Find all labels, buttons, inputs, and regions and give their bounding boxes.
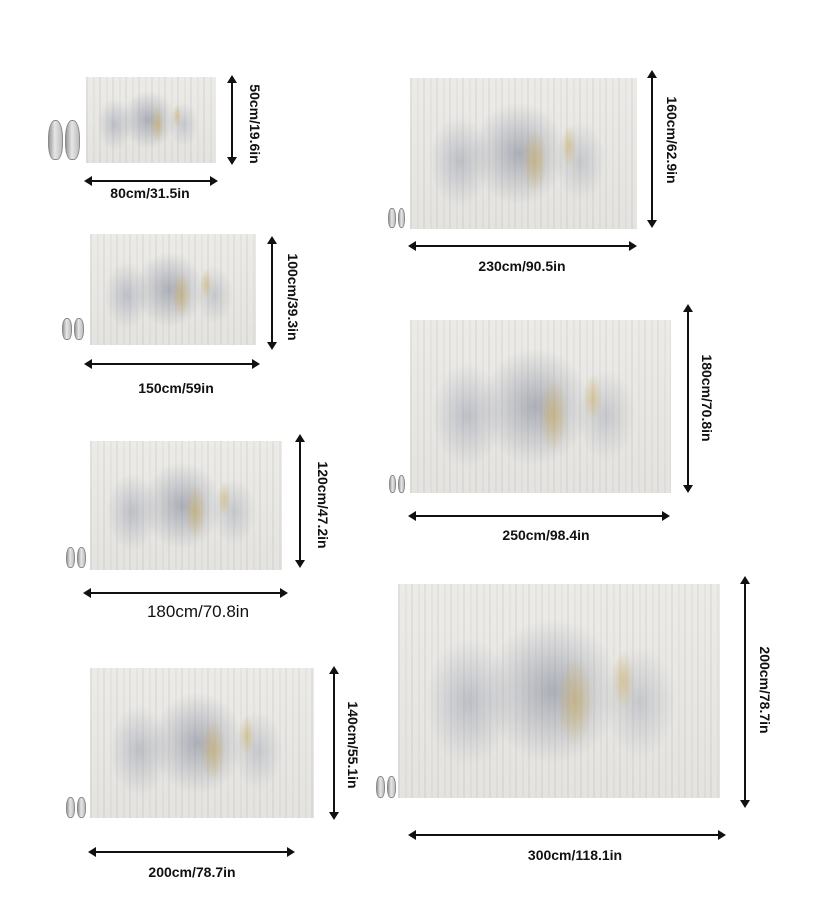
width-label: 230cm/90.5in — [478, 258, 566, 274]
rug-image-300x200 — [398, 584, 720, 798]
width-label: 180cm/70.8in — [146, 602, 250, 621]
rug-image-150x100 — [90, 234, 256, 345]
slippers-icon — [66, 547, 86, 568]
height-label: 140cm/55.1in — [345, 701, 361, 789]
width-label: 200cm/78.7in — [148, 864, 236, 880]
height-label: 50cm/19.6in — [247, 84, 263, 164]
width-arrow — [84, 359, 260, 369]
width-label: 80cm/31.5in — [110, 185, 190, 201]
width-arrow — [408, 511, 670, 521]
width-label: 150cm/59in — [138, 380, 214, 396]
height-label: 160cm/62.9in — [664, 96, 680, 184]
width-arrow — [408, 241, 637, 251]
slippers-icon — [389, 475, 405, 493]
height-arrow — [740, 576, 750, 808]
height-label: 100cm/39.3in — [285, 253, 301, 341]
rug-image-230x160 — [410, 78, 637, 229]
height-arrow — [647, 70, 657, 228]
rug-image-80x50 — [86, 77, 216, 163]
rug-image-180x120 — [90, 441, 282, 570]
height-arrow — [329, 666, 339, 820]
slippers-icon — [66, 797, 86, 818]
rug-image-200x140 — [90, 668, 314, 818]
width-arrow — [84, 176, 218, 186]
height-label: 200cm/78.7in — [757, 646, 773, 734]
height-label: 120cm/47.2in — [315, 461, 331, 549]
height-arrow — [227, 75, 237, 165]
slippers-icon — [388, 208, 405, 228]
width-label: 250cm/98.4in — [502, 527, 590, 543]
width-arrow — [83, 588, 288, 598]
slippers-icon — [48, 120, 80, 160]
width-arrow — [88, 847, 295, 857]
width-arrow — [408, 830, 726, 840]
height-arrow — [683, 304, 693, 493]
height-arrow — [267, 236, 277, 350]
width-label: 300cm/118.1in — [527, 847, 623, 863]
rug-image-250x180 — [410, 320, 671, 493]
height-label: 180cm/70.8in — [699, 354, 715, 442]
slippers-icon — [376, 776, 396, 798]
slippers-icon — [62, 318, 84, 340]
height-arrow — [295, 434, 305, 568]
